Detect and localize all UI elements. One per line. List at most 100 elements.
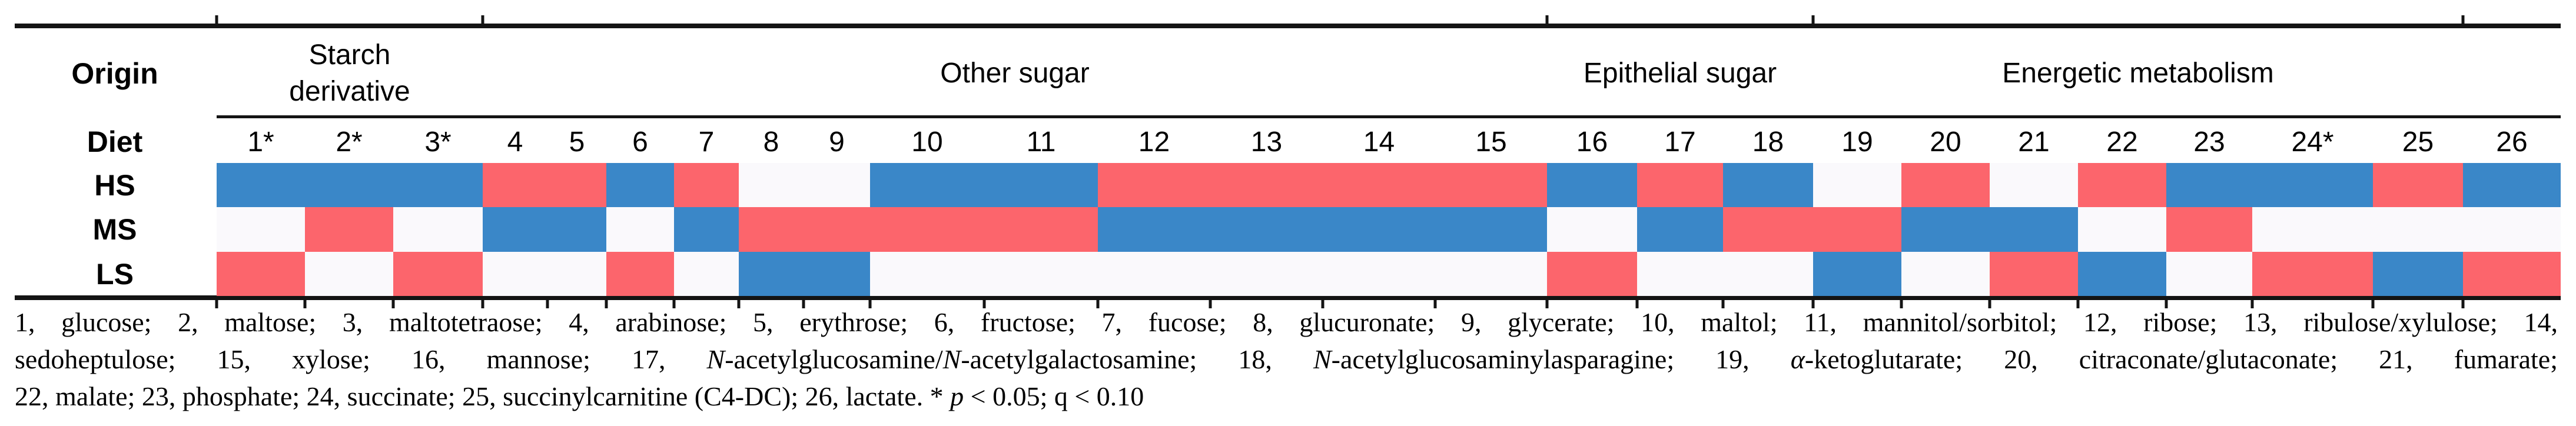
figure-caption: 1, glucose; 2, maltose; 3, maltotetraose… (15, 304, 2558, 415)
column-boundary-tick (737, 300, 741, 308)
category-divider-tick (1811, 15, 1815, 24)
category-divider-tick (2461, 15, 2465, 24)
cell-HS-17 (1637, 163, 1723, 207)
cell-LS-16 (1547, 252, 1637, 296)
category-underline-rule (217, 115, 2561, 118)
column-boundary-tick (1635, 300, 1639, 308)
cell-MS-9 (804, 207, 870, 252)
caption-line: sedoheptulose; 15, xylose; 16, mannose; … (15, 341, 2558, 378)
cell-LS-6 (606, 252, 674, 296)
diet-column-label: 11 (1026, 126, 1056, 158)
cell-LS-15 (1435, 252, 1547, 296)
cell-HS-3* (393, 163, 483, 207)
caption-text: 22, malate; 23, phosphate; 24, succinate… (15, 381, 951, 411)
cell-MS-19 (1813, 207, 1901, 252)
cell-MS-18 (1723, 207, 1813, 252)
cell-MS-16 (1547, 207, 1637, 252)
category-label: Energetic metabolism (2002, 58, 2274, 89)
cell-MS-11 (984, 207, 1098, 252)
column-boundary-tick (868, 300, 872, 308)
cell-LS-21 (1990, 252, 2078, 296)
caption-text: 1, glucose; 2, maltose; 3, maltotetraose… (15, 307, 2558, 337)
diet-column-label: 7 (698, 126, 715, 158)
cell-LS-7 (674, 252, 739, 296)
cell-MS-7 (674, 207, 739, 252)
cell-MS-3* (393, 207, 483, 252)
diet-column-label: 1* (247, 126, 274, 158)
cell-LS-10 (870, 252, 984, 296)
cell-LS-3* (393, 252, 483, 296)
cell-MS-24* (2252, 207, 2373, 252)
column-boundary-tick (982, 300, 986, 308)
row-label-ms: MS (92, 213, 137, 246)
cell-MS-10 (870, 207, 984, 252)
cell-HS-7 (674, 163, 739, 207)
cell-HS-24* (2252, 163, 2373, 207)
cell-HS-14 (1323, 163, 1435, 207)
diet-column-label: 22 (2106, 126, 2138, 158)
cell-MS-23 (2166, 207, 2252, 252)
cell-HS-23 (2166, 163, 2252, 207)
diet-column-label: 8 (763, 126, 779, 158)
cell-HS-12 (1098, 163, 1210, 207)
cell-MS-13 (1210, 207, 1323, 252)
diet-column-label: 26 (2496, 126, 2528, 158)
cell-MS-6 (606, 207, 674, 252)
cell-HS-22 (2078, 163, 2166, 207)
column-boundary-tick (303, 300, 307, 308)
caption-text: sedoheptulose; 15, xylose; 16, mannose; … (15, 344, 707, 374)
cell-MS-2* (305, 207, 393, 252)
column-boundary-tick (1545, 300, 1549, 308)
table-top-rule (15, 24, 2561, 28)
cell-LS-4 (483, 252, 547, 296)
column-boundary-tick (2165, 300, 2168, 308)
diet-column-label: 15 (1475, 126, 1507, 158)
cell-LS-8 (739, 252, 804, 296)
diet-column-label: 25 (2402, 126, 2434, 158)
cell-MS-12 (1098, 207, 1210, 252)
cell-LS-25 (2373, 252, 2463, 296)
column-boundary-tick (2461, 300, 2465, 308)
column-boundary-tick (1209, 300, 1212, 308)
cell-HS-2* (305, 163, 393, 207)
column-boundary-tick (1096, 300, 1100, 308)
cell-LS-5 (547, 252, 606, 296)
cell-HS-10 (870, 163, 984, 207)
cell-LS-14 (1323, 252, 1435, 296)
cell-MS-5 (547, 207, 606, 252)
cell-HS-19 (1813, 163, 1901, 207)
column-boundary-tick (481, 300, 484, 308)
category-divider-tick (215, 15, 218, 24)
caption-text: N (706, 344, 725, 374)
row-label-ls: LS (96, 257, 134, 291)
column-boundary-tick (391, 300, 395, 308)
cell-LS-1* (217, 252, 305, 296)
cell-HS-1* (217, 163, 305, 207)
cell-MS-1* (217, 207, 305, 252)
cell-MS-17 (1637, 207, 1723, 252)
cell-LS-19 (1813, 252, 1901, 296)
caption-text: α (1790, 344, 1805, 374)
origin-header: Origin (71, 57, 158, 90)
category-label: Epithelial sugar (1583, 58, 1777, 89)
cell-HS-15 (1435, 163, 1547, 207)
column-boundary-tick (672, 300, 676, 308)
caption-text: < 0.05; q < 0.10 (964, 381, 1144, 411)
caption-text: -acetylgalactosamine; 18, (961, 344, 1313, 374)
diet-column-label: 5 (569, 126, 585, 158)
cell-HS-13 (1210, 163, 1323, 207)
diet-column-label: 24* (2291, 126, 2334, 158)
caption-text: N (1313, 344, 1332, 374)
column-boundary-tick (215, 300, 218, 308)
cell-LS-23 (2166, 252, 2252, 296)
cell-MS-25 (2373, 207, 2463, 252)
cell-LS-2* (305, 252, 393, 296)
diet-column-label: 6 (632, 126, 648, 158)
column-boundary-tick (1433, 300, 1437, 308)
column-boundary-tick (1721, 300, 1725, 308)
caption-text: -acetylglucosamine/ (725, 344, 943, 374)
cell-MS-26 (2463, 207, 2561, 252)
column-boundary-tick (2076, 300, 2080, 308)
diet-column-label: 21 (2018, 126, 2050, 158)
